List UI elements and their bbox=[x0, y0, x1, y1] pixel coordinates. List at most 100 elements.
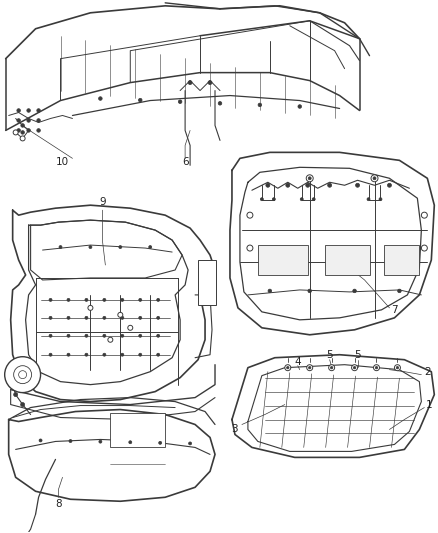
Circle shape bbox=[27, 128, 30, 132]
Circle shape bbox=[371, 175, 378, 182]
Circle shape bbox=[356, 183, 360, 187]
Circle shape bbox=[260, 198, 263, 201]
Circle shape bbox=[103, 298, 106, 301]
Circle shape bbox=[21, 131, 25, 134]
Circle shape bbox=[37, 119, 40, 122]
Circle shape bbox=[67, 298, 70, 301]
Circle shape bbox=[247, 245, 253, 251]
Circle shape bbox=[328, 365, 335, 370]
Bar bbox=[258, 245, 308, 275]
Circle shape bbox=[27, 109, 30, 112]
Circle shape bbox=[108, 337, 113, 342]
Circle shape bbox=[103, 334, 106, 337]
Circle shape bbox=[285, 365, 291, 370]
Circle shape bbox=[85, 298, 88, 301]
Circle shape bbox=[328, 183, 332, 187]
Circle shape bbox=[14, 366, 32, 384]
Bar bbox=[110, 413, 165, 447]
Circle shape bbox=[373, 177, 376, 180]
Circle shape bbox=[312, 198, 315, 201]
Circle shape bbox=[157, 298, 160, 301]
Circle shape bbox=[367, 198, 370, 201]
Circle shape bbox=[307, 365, 313, 370]
Circle shape bbox=[103, 317, 106, 319]
Circle shape bbox=[37, 128, 40, 132]
Bar bbox=[198, 260, 216, 305]
Circle shape bbox=[308, 177, 311, 180]
Circle shape bbox=[308, 367, 311, 369]
Circle shape bbox=[421, 212, 427, 218]
Circle shape bbox=[159, 441, 162, 445]
Text: 1: 1 bbox=[426, 400, 433, 409]
Circle shape bbox=[49, 317, 52, 319]
Circle shape bbox=[13, 130, 18, 135]
Circle shape bbox=[286, 183, 290, 187]
Circle shape bbox=[103, 353, 106, 356]
Circle shape bbox=[88, 305, 93, 310]
Text: 4: 4 bbox=[294, 357, 301, 367]
Circle shape bbox=[157, 317, 160, 319]
Circle shape bbox=[306, 175, 313, 182]
Circle shape bbox=[5, 357, 41, 393]
Text: 2: 2 bbox=[424, 367, 431, 377]
Circle shape bbox=[27, 119, 30, 122]
Circle shape bbox=[388, 183, 392, 187]
Circle shape bbox=[421, 245, 427, 251]
Circle shape bbox=[128, 325, 133, 330]
Circle shape bbox=[21, 402, 25, 407]
Text: 5: 5 bbox=[326, 350, 333, 360]
Bar bbox=[385, 245, 419, 275]
Circle shape bbox=[139, 353, 142, 356]
Text: 8: 8 bbox=[55, 499, 62, 509]
Circle shape bbox=[375, 367, 378, 369]
Circle shape bbox=[306, 183, 310, 187]
Circle shape bbox=[188, 80, 192, 85]
Circle shape bbox=[149, 246, 152, 248]
Circle shape bbox=[121, 298, 124, 301]
Circle shape bbox=[85, 353, 88, 356]
Circle shape bbox=[37, 109, 40, 112]
Circle shape bbox=[218, 101, 222, 105]
Circle shape bbox=[139, 317, 142, 319]
Circle shape bbox=[17, 128, 21, 132]
Circle shape bbox=[272, 198, 276, 201]
Circle shape bbox=[286, 367, 289, 369]
Text: 6: 6 bbox=[182, 157, 188, 167]
Circle shape bbox=[268, 289, 272, 293]
Text: 5: 5 bbox=[354, 350, 361, 360]
Circle shape bbox=[69, 440, 72, 442]
Circle shape bbox=[67, 317, 70, 319]
Circle shape bbox=[139, 298, 142, 301]
Circle shape bbox=[59, 246, 62, 248]
Circle shape bbox=[300, 198, 303, 201]
Circle shape bbox=[208, 80, 212, 85]
Circle shape bbox=[49, 298, 52, 301]
Text: 10: 10 bbox=[56, 157, 69, 167]
Circle shape bbox=[330, 367, 333, 369]
Circle shape bbox=[85, 334, 88, 337]
Circle shape bbox=[49, 353, 52, 356]
Circle shape bbox=[139, 334, 142, 337]
Circle shape bbox=[118, 312, 123, 317]
Circle shape bbox=[39, 439, 42, 442]
Circle shape bbox=[121, 317, 124, 319]
Circle shape bbox=[258, 103, 261, 107]
Circle shape bbox=[178, 100, 182, 103]
Circle shape bbox=[379, 198, 382, 201]
Text: 7: 7 bbox=[391, 305, 398, 315]
Circle shape bbox=[247, 212, 253, 218]
Circle shape bbox=[21, 124, 25, 127]
Circle shape bbox=[138, 98, 142, 102]
Circle shape bbox=[157, 334, 160, 337]
Circle shape bbox=[396, 367, 399, 369]
Circle shape bbox=[85, 317, 88, 319]
Circle shape bbox=[49, 334, 52, 337]
Bar bbox=[325, 245, 370, 275]
Circle shape bbox=[308, 289, 311, 293]
Circle shape bbox=[121, 353, 124, 356]
Circle shape bbox=[353, 367, 356, 369]
Circle shape bbox=[395, 365, 400, 370]
Circle shape bbox=[157, 353, 160, 356]
Circle shape bbox=[14, 393, 18, 397]
Circle shape bbox=[19, 370, 27, 378]
